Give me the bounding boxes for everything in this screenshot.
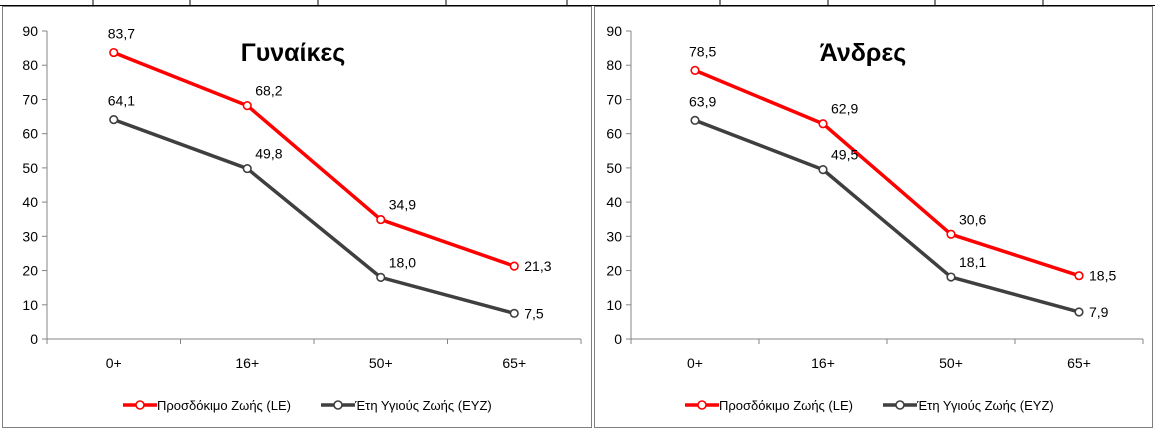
legend-entry: Προσδόκιμο Ζωής (LE) — [123, 398, 291, 413]
chart-panel-men: 0 10 20 30 40 50 60 70 80 90 0+ 16+ 50+ 65+ Άνδρες 78,5… — [594, 6, 1153, 428]
data-point — [818, 119, 828, 129]
data-label: 64,1 — [108, 93, 135, 109]
chart-men: 0 10 20 30 40 50 60 70 80 90 0+ 16+ 50+ 65+ Άνδρες 78,5… — [606, 23, 1144, 413]
legend-label: Έτη Υγιούς Ζωής (ΕΥΖ) — [354, 398, 492, 413]
y-tick-label: 10 — [22, 297, 38, 313]
series-line — [694, 68, 1080, 278]
data-label: 34,9 — [389, 197, 416, 213]
data-label: 83,7 — [108, 26, 135, 42]
series-line — [113, 117, 515, 316]
y-tick-label: 70 — [606, 91, 622, 107]
data-label: 49,8 — [255, 146, 282, 162]
x-tick-label: 0+ — [687, 355, 703, 371]
chart-panel-women: 0 10 20 30 40 50 60 70 80 90 0+ 16+ 50+ 65+ Γυναίκες 83… — [2, 6, 592, 428]
y-tick-label: 60 — [22, 126, 38, 142]
data-label: 7,9 — [1089, 304, 1109, 320]
data-point — [376, 214, 386, 225]
legend-label: Προσδόκιμο Ζωής (LE) — [157, 398, 291, 413]
x-tick-label: 16+ — [811, 355, 835, 371]
data-point — [509, 308, 519, 318]
series-line — [694, 118, 1080, 314]
data-label: 62,9 — [831, 101, 858, 117]
y-tick-label: 50 — [606, 160, 622, 176]
data-label: 18,5 — [1089, 268, 1116, 284]
data-point — [946, 272, 956, 282]
y-tick-label: 40 — [606, 194, 622, 210]
x-tick-label: 65+ — [502, 355, 526, 371]
y-tick-label: 20 — [22, 263, 38, 279]
chart-women: 0 10 20 30 40 50 60 70 80 90 0+ 16+ 50+ 65+ Γυναίκες 83… — [22, 23, 582, 413]
y-tick-label: 30 — [606, 228, 622, 244]
data-label: 21,3 — [524, 258, 551, 274]
y-tick-label: 0 — [30, 331, 38, 347]
y-tick-label: 80 — [606, 57, 622, 73]
data-label: 18,1 — [959, 254, 986, 270]
data-point — [109, 115, 119, 125]
data-point — [376, 272, 386, 283]
legend-label: Έτη Υγιούς Ζωής (ΕΥΖ) — [916, 398, 1054, 413]
data-point — [509, 261, 519, 271]
legend-marker — [895, 400, 905, 410]
legend-marker — [333, 400, 343, 410]
y-tick-label: 70 — [22, 91, 38, 107]
y-tick-label: 50 — [22, 160, 38, 176]
x-tick-label: 65+ — [1067, 355, 1091, 371]
y-tick-label: 90 — [606, 23, 622, 39]
y-tick-label: 80 — [22, 57, 38, 73]
legend-marker — [135, 400, 145, 410]
data-label: 68,2 — [255, 83, 282, 99]
y-tick-label: 10 — [606, 297, 622, 313]
data-label: 78,5 — [689, 43, 716, 59]
data-point — [242, 101, 252, 111]
x-tick-label: 50+ — [939, 355, 963, 371]
data-point — [1074, 271, 1084, 281]
legend-label: Προσδόκιμο Ζωής (LE) — [719, 398, 853, 413]
data-label: 18,0 — [389, 254, 416, 270]
y-tick-label: 30 — [22, 228, 38, 244]
data-point — [109, 47, 119, 58]
y-tick-label: 20 — [606, 263, 622, 279]
chart-title: Άνδρες — [820, 39, 907, 67]
data-label: 63,9 — [689, 93, 716, 109]
data-label: 30,6 — [959, 211, 986, 227]
top-table-border — [0, 0, 1155, 6]
x-tick-label: 0+ — [106, 355, 122, 371]
data-point — [946, 229, 956, 239]
data-label: 7,5 — [524, 305, 544, 321]
data-point — [1074, 307, 1084, 317]
legend-entry: Έτη Υγιούς Ζωής (ΕΥΖ) — [320, 398, 492, 413]
x-tick-label: 50+ — [369, 355, 393, 371]
y-tick-label: 60 — [606, 126, 622, 142]
legend-entry: Έτη Υγιούς Ζωής (ΕΥΖ) — [882, 398, 1054, 413]
y-tick-label: 90 — [22, 23, 38, 39]
legend-marker — [697, 400, 707, 410]
data-point — [818, 165, 828, 175]
data-point — [690, 115, 700, 125]
data-point — [242, 163, 252, 174]
y-tick-label: 40 — [22, 194, 38, 210]
chart-title: Γυναίκες — [241, 39, 346, 67]
series-line — [113, 50, 515, 268]
x-tick-label: 16+ — [235, 355, 259, 371]
y-tick-label: 0 — [614, 331, 622, 347]
legend-entry: Προσδόκιμο Ζωής (LE) — [685, 398, 853, 413]
data-point — [690, 65, 700, 75]
data-label: 49,5 — [831, 147, 858, 163]
